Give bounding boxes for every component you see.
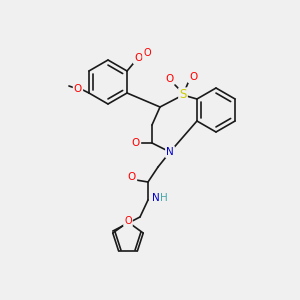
Text: O: O — [132, 138, 140, 148]
Text: H: H — [160, 193, 168, 203]
Text: O: O — [134, 53, 142, 63]
Text: O: O — [189, 72, 197, 82]
Text: N: N — [166, 147, 174, 157]
Text: O: O — [74, 84, 82, 94]
Text: O: O — [165, 74, 173, 84]
Text: S: S — [179, 88, 187, 101]
Text: O: O — [128, 172, 136, 182]
Text: O: O — [143, 48, 151, 58]
Text: O: O — [124, 216, 132, 226]
Text: N: N — [152, 193, 160, 203]
